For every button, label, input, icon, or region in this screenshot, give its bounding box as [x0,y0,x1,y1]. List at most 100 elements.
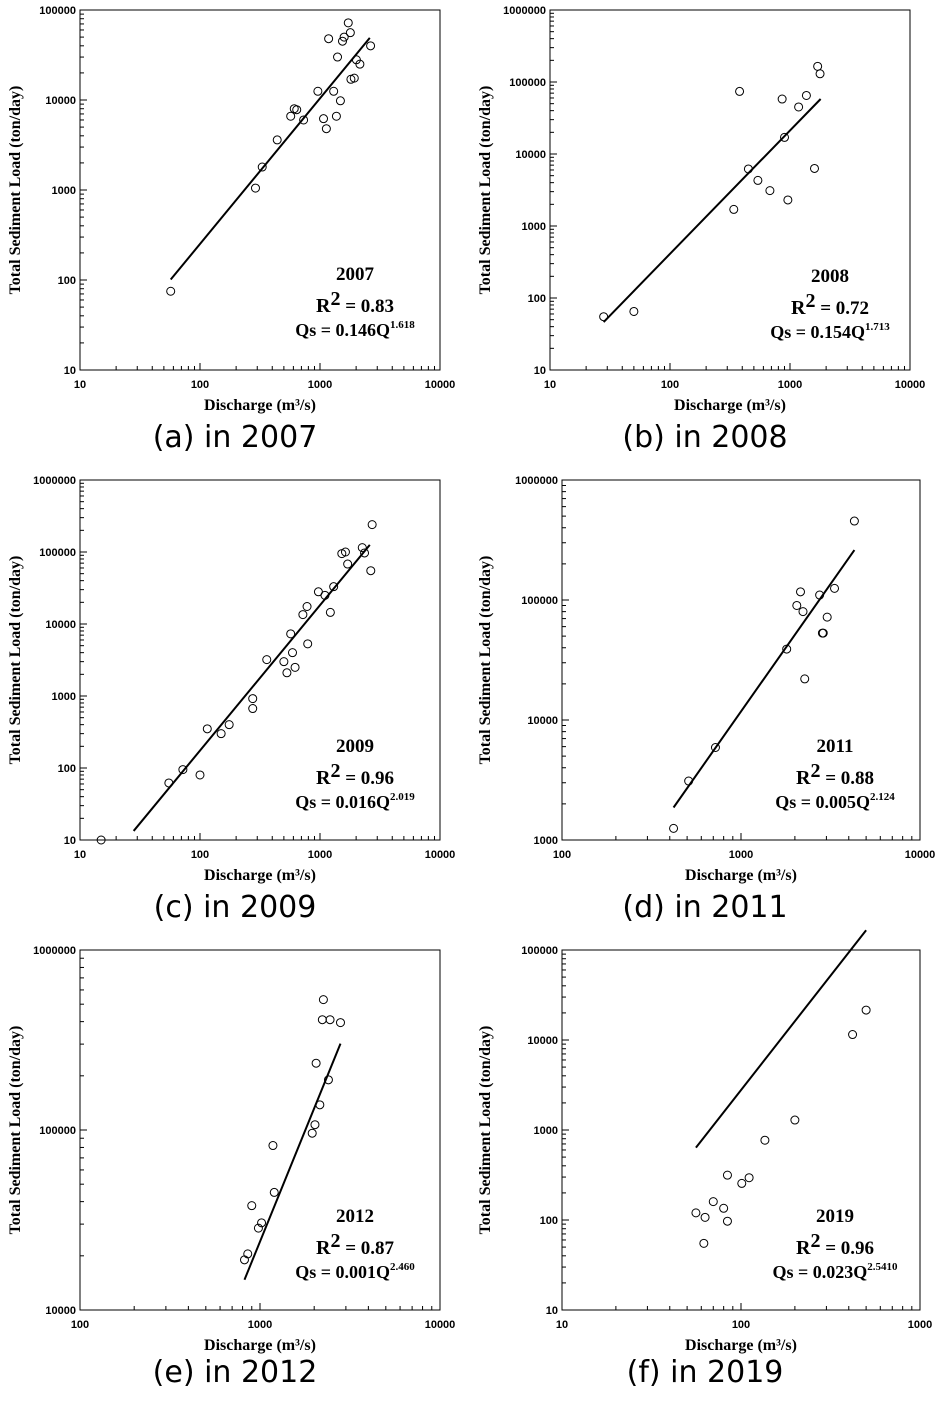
x-axis-label: Discharge (m³/s) [204,1337,316,1354]
annotation-equation: Qs = 0.146Q1.618 [295,319,415,340]
data-point [320,590,330,600]
data-point [310,1120,320,1130]
data-point [357,543,367,553]
data-point [325,607,335,617]
data-point [323,1075,333,1085]
data-point [818,628,828,638]
data-point [333,52,343,62]
data-point [268,1141,278,1151]
data-point [366,566,376,576]
data-point [629,306,639,316]
data-point [315,1100,325,1110]
data-point [311,1058,321,1068]
caption-2012: (e) in 2012 [152,1355,318,1390]
annotation-year: 2012 [336,1206,374,1227]
x-tick-label: 10 [556,1319,568,1331]
data-point [777,94,787,104]
annotation-r2: R2 = 0.96 [316,760,394,789]
scatter-plot-2019: 10 100 1000 10 100 1000 10000 100000 Discharge (… [477,929,932,1354]
data-point [257,162,267,172]
data-point [360,548,370,558]
annotation-year: 2008 [811,266,849,287]
data-point [366,41,376,51]
data-point [343,559,353,569]
data-point [710,742,720,752]
y-tick-label: 1000 [52,691,76,703]
x-tick-label: 1000 [778,379,802,391]
y-tick-label: 100000 [39,1125,76,1137]
data-point [302,602,312,612]
data-point [743,164,753,174]
data-point [813,61,823,71]
data-point [796,587,806,597]
data-point [849,516,859,526]
regression-line [132,544,371,832]
y-tick-label: 10000 [515,149,546,161]
data-point [809,163,819,173]
data-point [253,1223,263,1233]
x-axis-label: Discharge (m³/s) [685,867,797,884]
data-point [355,59,365,69]
x-tick-label: 100 [191,379,209,391]
data-point [744,1173,754,1183]
data-point [224,720,234,730]
annotation-year: 2009 [336,736,374,757]
plot-frame [549,9,911,371]
data-point [216,729,226,739]
x-tick-label: 100 [71,1319,89,1331]
x-tick-label: 10000 [425,1319,456,1331]
y-tick-label: 100000 [39,5,76,17]
data-point [669,823,679,833]
data-point [272,135,282,145]
data-point [815,69,825,79]
annotation-equation: Qs = 0.154Q1.713 [770,321,890,342]
data-point [195,770,205,780]
data-point [257,1218,267,1228]
chart-panel-2007: 10 100 1000 10000 10 100 1000 10000 100000 Discha… [0,0,470,470]
data-point [349,73,359,83]
data-point [737,1178,747,1188]
data-point [329,582,339,592]
data-point [288,648,298,658]
y-tick-label: 10000 [45,1305,76,1317]
y-tick-label: 1000 [522,221,546,233]
y-tick-label: 100000 [509,77,546,89]
scatter-plot-2011: 100 1000 10000 1000 10000 100000 1000000 Discha… [477,475,935,884]
data-point [338,36,348,46]
data-point [339,32,349,42]
caption-2011: (d) in 2011 [622,890,788,925]
x-tick-label: 100 [191,849,209,861]
data-point [164,778,174,788]
y-tick-label: 10000 [45,95,76,107]
regression-line [672,549,856,809]
regression-line [602,98,822,323]
data-point [262,655,272,665]
data-point [848,1030,858,1040]
y-tick-label: 100000 [521,595,558,607]
data-point [780,132,790,142]
data-point [691,1208,701,1218]
x-tick-label: 10 [74,379,86,391]
data-point [367,520,377,530]
x-tick-label: 1000 [908,1319,932,1331]
annotation-r2: R2 = 0.96 [796,1230,874,1259]
data-point [243,1249,253,1259]
annotation-equation: Qs = 0.016Q2.019 [295,791,415,812]
annotation-year: 2019 [816,1206,854,1227]
data-point [722,1216,732,1226]
data-point [722,1170,732,1180]
data-point [830,583,840,593]
y-tick-label: 1000000 [33,945,76,957]
data-point [792,600,802,610]
y-tick-label: 1000 [52,185,76,197]
x-tick-label: 100 [732,1319,750,1331]
y-tick-label: 100 [58,763,76,775]
scatter-plot-2007: 10 100 1000 10000 10 100 1000 10000 100000 Discha… [7,5,455,414]
data-point [782,644,792,654]
y-axis-label: Total Sediment Load (ton/day) [477,1026,494,1235]
y-tick-label: 10 [64,365,76,377]
data-point [166,286,176,296]
y-axis-label: Total Sediment Load (ton/day) [477,556,494,765]
data-point [317,1015,327,1025]
data-point [329,86,339,96]
